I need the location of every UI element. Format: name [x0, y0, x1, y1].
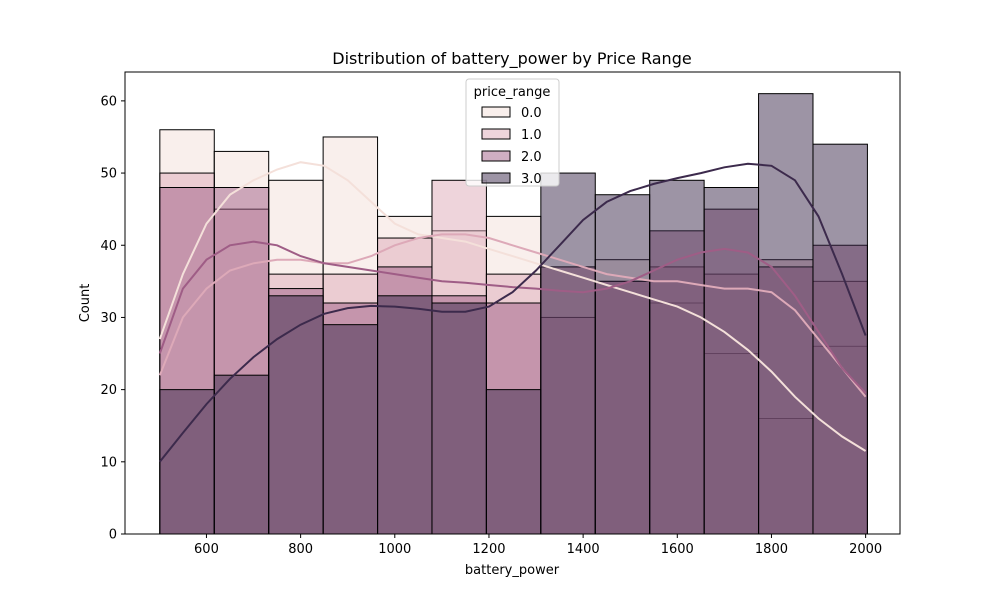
bar-series-3-bin-10	[703, 187, 760, 535]
legend: price_range 0.0 1.0 2.0 3.0	[465, 78, 560, 187]
legend-title: price_range	[474, 85, 551, 100]
kde-layer	[158, 161, 867, 463]
bar-series-3-bin-1	[213, 374, 270, 535]
legend-label-3: 3.0	[521, 172, 542, 187]
bar-series-3-bin-12	[812, 143, 868, 535]
plot-frame	[124, 71, 901, 535]
y-tick-label: 0	[109, 528, 117, 543]
x-tick-label: 1800	[755, 542, 788, 557]
kde-line-series-3	[159, 162, 867, 463]
legend-swatch-2	[481, 150, 511, 162]
legend-label-2: 2.0	[521, 150, 542, 165]
y-axis-label: Count	[78, 284, 93, 323]
bar-series-3-bin-4	[377, 295, 433, 535]
legend-swatch-0	[481, 106, 511, 118]
bar-series-3-bin-0	[159, 389, 215, 535]
kde-line-series-1	[158, 233, 867, 398]
legend-swatch-3	[481, 172, 511, 184]
x-tick-label: 1200	[472, 542, 505, 557]
y-tick-label: 60	[100, 94, 117, 109]
y-axis: 0 10 20 30 40 50 60	[100, 94, 125, 543]
bar-series-3-bin-3	[322, 324, 379, 535]
x-tick-label: 1600	[661, 542, 694, 557]
chart-title: Distribution of battery_power by Price R…	[332, 49, 691, 69]
legend-label-1: 1.0	[521, 128, 542, 143]
x-tick-label: 1400	[567, 542, 600, 557]
y-tick-label: 20	[100, 383, 117, 398]
x-tick-label: 600	[194, 542, 219, 557]
legend-label-0: 0.0	[521, 106, 542, 121]
bar-series-3-bin-9	[649, 179, 705, 535]
kde-line-series-0	[158, 161, 867, 452]
y-tick-label: 50	[100, 167, 117, 182]
bar-series-3-bin-6	[485, 389, 542, 535]
x-axis: 600 800 1000 1200 1400 1600 1800 2000	[194, 534, 882, 557]
x-tick-label: 800	[288, 542, 313, 557]
legend-items: 0.0 1.0 2.0 3.0	[481, 106, 542, 187]
bar-series-3-bin-11	[758, 93, 814, 535]
y-tick-label: 10	[100, 455, 117, 470]
y-tick-label: 30	[100, 311, 117, 326]
x-axis-label: battery_power	[465, 563, 560, 578]
kde-line-series-2	[158, 240, 867, 394]
bar-series-3-bin-7	[540, 172, 596, 535]
bar-series-3-bin-2	[268, 295, 324, 535]
y-tick-label: 40	[100, 239, 117, 254]
bar-series-3-bin-8	[594, 194, 651, 535]
bars-layer	[159, 93, 868, 535]
legend-swatch-1	[481, 128, 511, 140]
x-tick-label: 2000	[849, 542, 882, 557]
x-tick-label: 1000	[378, 542, 411, 557]
bar-series-3-bin-5	[431, 302, 487, 535]
